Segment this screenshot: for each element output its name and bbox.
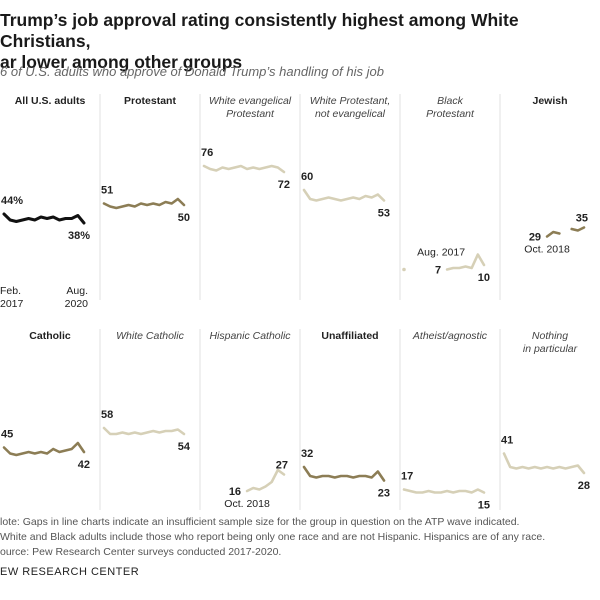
title-line-1: Trump’s job approval rating consistently… [0, 10, 519, 51]
data-label: 28 [578, 480, 590, 492]
organization-credit: EW RESEARCH CENTER [0, 566, 140, 578]
series-line [545, 230, 561, 238]
series-line [202, 164, 286, 174]
data-label: 23 [378, 488, 390, 500]
series-line [302, 465, 386, 482]
panel-title: Protestant [226, 108, 275, 120]
series-line [102, 426, 186, 436]
data-label: Oct. 2018 [524, 244, 570, 256]
data-label: 15 [478, 500, 490, 511]
data-label: 27 [276, 460, 288, 472]
series-line [570, 226, 586, 232]
data-label: 16 [229, 486, 241, 498]
panel-title: Catholic [29, 330, 71, 342]
data-label: 54 [178, 441, 191, 453]
panel-title: White Catholic [116, 330, 184, 342]
small-multiples-chart: All U.S. adults 44% 38% Feb.2017 Aug.2020 Pro… [0, 94, 590, 511]
data-label: Aug. 2017 [417, 247, 465, 259]
panel-title: White evangelical [209, 95, 292, 107]
title-line-2: ar lower among other groups [0, 52, 243, 72]
data-label: 51 [101, 185, 113, 197]
series-line [445, 253, 486, 271]
note-race: White and Black adults include those who… [0, 531, 546, 543]
panel-title: All U.S. adults [15, 95, 86, 107]
x-axis-label: Aug. [66, 285, 88, 297]
data-label: 7 [435, 265, 441, 277]
panel-title: Jewish [532, 95, 567, 107]
panel-title: Black [437, 95, 463, 107]
data-label: Oct. 2018 [224, 498, 270, 510]
panel-title: Hispanic Catholic [209, 330, 291, 342]
series-line [402, 488, 486, 494]
data-label: 72 [278, 179, 290, 191]
series-line [502, 452, 586, 475]
data-label: 60 [301, 171, 313, 183]
panel-title: White Protestant, [310, 95, 391, 107]
panel-title: Protestant [426, 108, 475, 120]
data-label: 32 [301, 448, 313, 460]
data-label: 53 [378, 208, 390, 220]
series-point [402, 267, 406, 272]
series-line [2, 441, 86, 457]
data-label: 58 [101, 409, 113, 421]
note-gaps: lote: Gaps in line charts indicate an in… [0, 516, 520, 528]
x-axis-label: 2017 [0, 298, 24, 310]
data-label: 45 [1, 429, 13, 441]
data-label: 10 [478, 272, 490, 284]
panel-title: in particular [523, 343, 578, 355]
data-label: 41 [501, 435, 513, 447]
panel-title: Protestant [124, 95, 176, 107]
data-label: 35 [576, 213, 588, 225]
data-label: 44% [1, 195, 23, 207]
chart-notes: lote: Gaps in line charts indicate an in… [0, 515, 596, 560]
series-line [302, 188, 386, 202]
chart-subtitle: 6 of U.S. adults who approve of Donald T… [0, 64, 384, 79]
panel-title: not evangelical [315, 108, 386, 120]
panel-title: Unaffiliated [321, 330, 378, 342]
data-label: 42 [78, 459, 90, 471]
series-line [245, 468, 286, 493]
data-label: 76 [201, 147, 213, 159]
data-label: 38% [68, 230, 90, 242]
panel-title: Atheist/agnostic [412, 330, 488, 342]
series-line [2, 212, 86, 225]
x-axis-label: Feb. [0, 285, 21, 297]
data-label: 17 [401, 471, 413, 483]
data-label: 50 [178, 212, 190, 224]
x-axis-label: 2020 [65, 298, 89, 310]
data-label: 29 [529, 232, 541, 244]
chart-title: Trump’s job approval rating consistently… [0, 10, 592, 73]
series-line [102, 197, 186, 210]
note-source: ource: Pew Research Center surveys condu… [0, 546, 282, 558]
panel-title: Nothing [532, 330, 568, 342]
